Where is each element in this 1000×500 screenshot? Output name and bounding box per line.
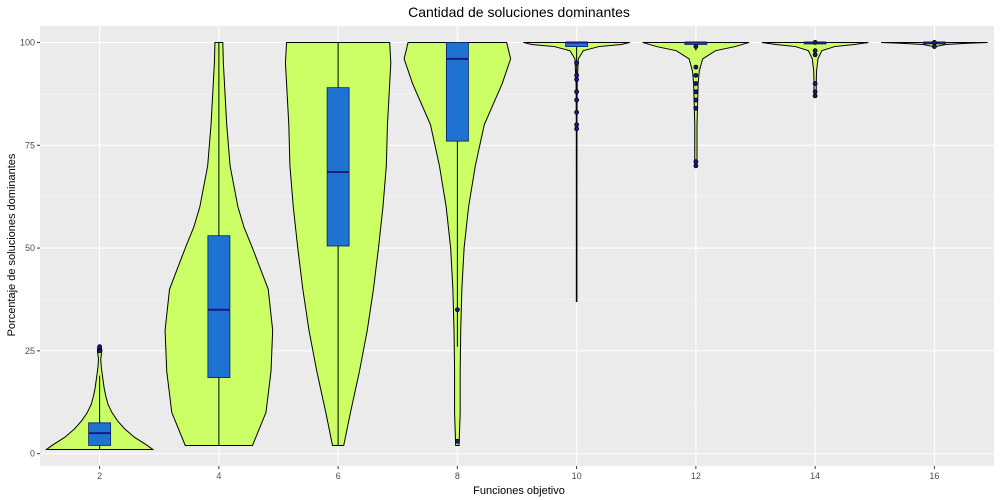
outlier-point (812, 40, 818, 45)
box-2 (88, 422, 112, 446)
x-tick-label: 4 (216, 471, 221, 481)
y-tick-label: 0 (30, 449, 35, 459)
outlier-point (693, 44, 699, 49)
outlier-point (97, 344, 103, 350)
outlier-point (812, 89, 818, 95)
chart-title: Cantidad de soluciones dominantes (408, 4, 630, 20)
x-tick-label: 6 (336, 471, 341, 481)
outlier-point (574, 72, 580, 78)
outlier-point (812, 93, 818, 99)
x-tick-label: 12 (691, 471, 701, 481)
outlier-point (693, 64, 699, 70)
box-6 (326, 87, 350, 247)
x-tick-label: 2 (97, 471, 102, 481)
x-tick-label: 8 (455, 471, 460, 481)
y-axis-title: Porcentaje de soluciones dominantes (6, 153, 18, 336)
outlier-point (574, 122, 580, 128)
outlier-point (812, 48, 818, 54)
x-tick-label: 14 (810, 471, 820, 481)
outlier-point (931, 44, 937, 49)
outlier-point (693, 163, 699, 169)
outlier-point (693, 89, 699, 95)
x-tick-label: 10 (572, 471, 582, 481)
x-axis-title: Funciones objetivo (473, 485, 565, 497)
outlier-point (693, 81, 699, 86)
y-tick-label: 50 (25, 243, 35, 253)
outlier-point (574, 97, 580, 103)
outlier-point (693, 105, 699, 111)
boxplots (88, 40, 946, 450)
axes: 0 25 50 75 100 2 4 6 8 10 12 14 16 (20, 37, 939, 481)
y-tick-label: 75 (25, 140, 35, 150)
box-4 (207, 235, 231, 378)
y-tick-label: 25 (25, 346, 35, 356)
outlier-point (454, 438, 460, 444)
box-8 (445, 42, 469, 142)
outlier-point (574, 126, 580, 132)
y-tick-label: 100 (20, 37, 35, 47)
outlier-point (454, 307, 460, 313)
outlier-point (931, 40, 937, 45)
outlier-point (574, 109, 580, 115)
violin-12 (642, 41, 750, 167)
outlier-point (574, 77, 580, 82)
outlier-point (693, 97, 699, 103)
outlier-point (574, 89, 580, 95)
outlier-point (693, 159, 699, 165)
outlier-point (97, 348, 103, 354)
outlier-point (693, 72, 699, 78)
violin-14 (761, 41, 869, 97)
x-tick-label: 16 (929, 471, 939, 481)
outlier-point (812, 81, 818, 86)
outlier-point (812, 52, 818, 58)
outlier-point (574, 60, 580, 66)
